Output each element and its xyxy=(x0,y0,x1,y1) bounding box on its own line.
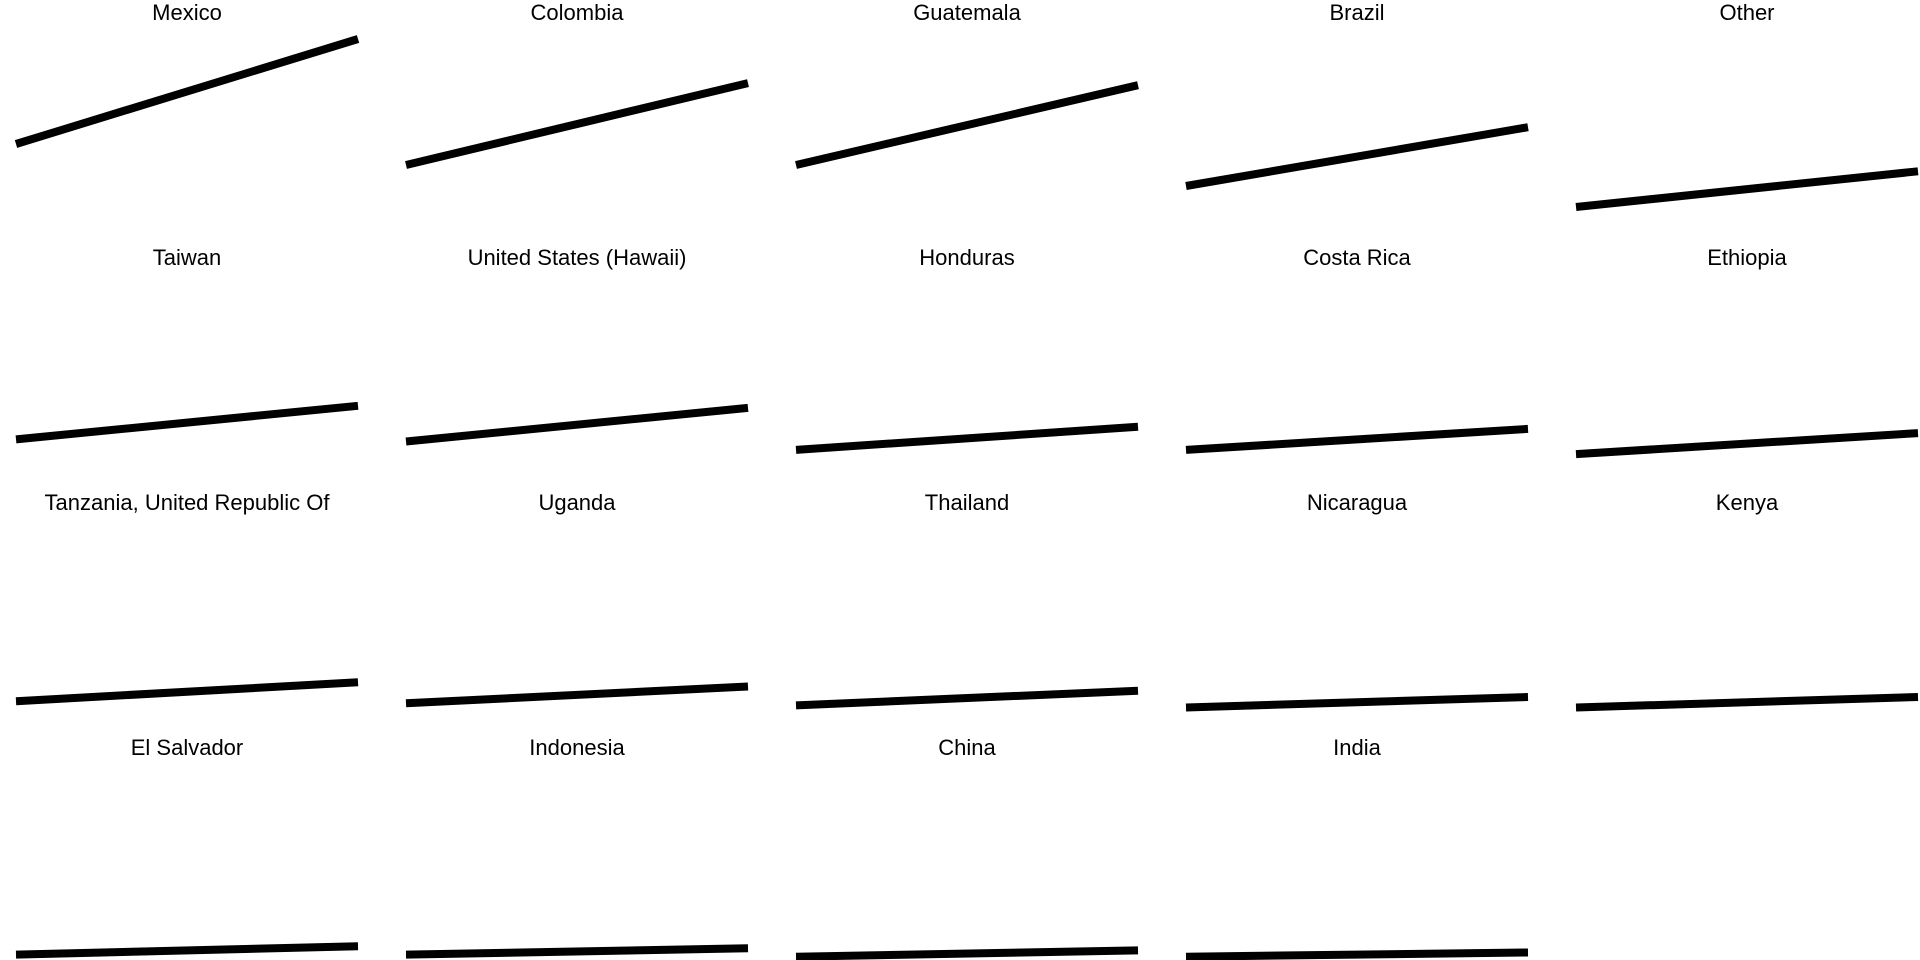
panel-title: Ethiopia xyxy=(1707,245,1787,270)
panel-title: Honduras xyxy=(919,245,1014,270)
panel: Tanzania, United Republic Of xyxy=(15,490,359,706)
panel-title: Kenya xyxy=(1716,490,1779,515)
panel-title: United States (Hawaii) xyxy=(468,245,687,270)
series-line xyxy=(795,946,1139,960)
series-line xyxy=(1185,948,1529,960)
series-line xyxy=(14,35,360,148)
panel: Honduras xyxy=(795,245,1139,454)
panel: Taiwan xyxy=(15,245,359,444)
panel-title: El Salvador xyxy=(131,735,244,760)
panel: Kenya xyxy=(1575,490,1919,712)
panel: Indonesia xyxy=(405,735,749,959)
panel-title: Brazil xyxy=(1329,0,1384,25)
panel: Thailand xyxy=(795,490,1139,710)
series-line xyxy=(795,81,1139,169)
panel-title: Uganda xyxy=(538,490,616,515)
series-line xyxy=(15,678,359,706)
panel-title: Tanzania, United Republic Of xyxy=(45,490,331,515)
series-line xyxy=(15,942,359,959)
panel-title: Mexico xyxy=(152,0,222,25)
panel-title: Guatemala xyxy=(913,0,1021,25)
panel: India xyxy=(1185,735,1529,960)
series-line xyxy=(1575,167,1919,211)
series-line xyxy=(405,79,749,169)
panel: Costa Rica xyxy=(1185,245,1529,454)
panel: Colombia xyxy=(405,0,749,169)
panel-title: Thailand xyxy=(925,490,1009,515)
series-line xyxy=(795,422,1139,454)
panel-title: Nicaragua xyxy=(1307,490,1408,515)
series-line xyxy=(405,682,749,708)
series-line xyxy=(1185,693,1529,712)
panel: Mexico xyxy=(14,0,360,148)
panel-title: Colombia xyxy=(531,0,625,25)
panel: Other xyxy=(1575,0,1919,211)
series-line xyxy=(405,403,749,446)
series-line xyxy=(1185,424,1529,454)
panel: China xyxy=(795,735,1139,960)
series-line xyxy=(1575,429,1919,459)
panel: United States (Hawaii) xyxy=(405,245,749,446)
panel: Ethiopia xyxy=(1575,245,1919,459)
series-line xyxy=(1185,123,1529,190)
series-line xyxy=(1575,693,1919,712)
panel: Uganda xyxy=(405,490,749,708)
series-line xyxy=(15,401,359,444)
panel: Brazil xyxy=(1185,0,1529,190)
series-line xyxy=(405,944,749,959)
panel-title: Indonesia xyxy=(529,735,625,760)
panel-title: China xyxy=(938,735,996,760)
series-line xyxy=(795,686,1139,710)
panel-title: Taiwan xyxy=(153,245,221,270)
panel-title: Other xyxy=(1719,0,1774,25)
panel: Guatemala xyxy=(795,0,1139,169)
panel: El Salvador xyxy=(15,735,359,959)
panel: Nicaragua xyxy=(1185,490,1529,712)
panel-title: Costa Rica xyxy=(1303,245,1411,270)
panel-title: India xyxy=(1333,735,1381,760)
